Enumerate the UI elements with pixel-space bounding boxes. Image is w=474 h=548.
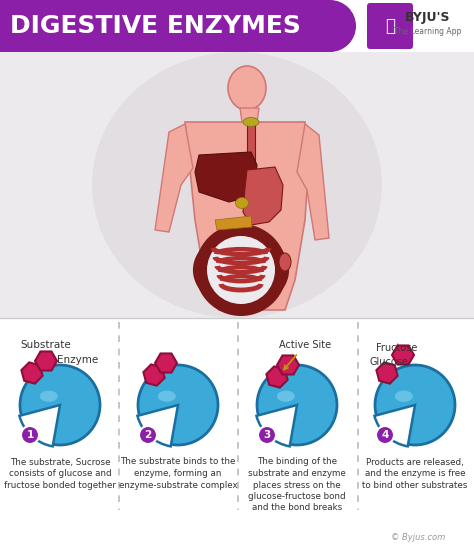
Circle shape [257, 365, 337, 445]
Polygon shape [195, 152, 257, 202]
Polygon shape [376, 362, 398, 384]
Ellipse shape [92, 52, 382, 318]
Circle shape [20, 365, 100, 445]
Polygon shape [155, 124, 193, 232]
Text: glucose-fructose bond: glucose-fructose bond [248, 492, 346, 501]
Text: Substrate: Substrate [21, 340, 72, 350]
Text: places stress on the: places stress on the [253, 481, 341, 489]
Text: and the enzyme is free: and the enzyme is free [365, 469, 465, 478]
Polygon shape [297, 124, 329, 240]
Wedge shape [19, 405, 60, 447]
Polygon shape [21, 362, 43, 384]
Wedge shape [137, 405, 178, 447]
Ellipse shape [40, 391, 58, 402]
Text: substrate and enzyme: substrate and enzyme [248, 469, 346, 478]
Text: The substrate binds to the: The substrate binds to the [120, 458, 236, 466]
Polygon shape [240, 108, 259, 122]
Ellipse shape [236, 197, 248, 208]
Circle shape [139, 426, 157, 444]
Polygon shape [277, 356, 299, 374]
Text: 3: 3 [264, 430, 271, 440]
Text: enzyme-substrate complex: enzyme-substrate complex [118, 481, 237, 489]
Text: 4: 4 [381, 430, 389, 440]
Ellipse shape [277, 391, 295, 402]
Text: consists of glucose and: consists of glucose and [9, 469, 111, 478]
Circle shape [375, 365, 455, 445]
Circle shape [138, 365, 218, 445]
Ellipse shape [395, 391, 413, 402]
Text: DIGESTIVE ENZYMES: DIGESTIVE ENZYMES [9, 14, 301, 38]
Text: The substrate, Sucrose: The substrate, Sucrose [10, 458, 110, 466]
Circle shape [258, 426, 276, 444]
Bar [247, 118, 255, 176]
Text: Products are released,: Products are released, [366, 458, 464, 466]
Text: enzyme, forming an: enzyme, forming an [134, 469, 222, 478]
Polygon shape [392, 345, 414, 364]
Polygon shape [0, 318, 474, 548]
Text: Glucose: Glucose [370, 357, 409, 367]
Polygon shape [266, 367, 288, 387]
Ellipse shape [243, 117, 259, 127]
Circle shape [207, 236, 275, 304]
Polygon shape [243, 167, 283, 225]
Text: to bind other substrates: to bind other substrates [362, 481, 468, 489]
Polygon shape [0, 0, 330, 52]
Text: Enzyme: Enzyme [57, 355, 99, 365]
Text: 1: 1 [27, 430, 34, 440]
Polygon shape [155, 353, 177, 373]
Polygon shape [0, 0, 474, 52]
Text: Active Site: Active Site [279, 340, 331, 369]
Ellipse shape [228, 66, 266, 110]
Polygon shape [185, 122, 309, 310]
Text: 📱: 📱 [385, 17, 395, 35]
Circle shape [376, 426, 394, 444]
Polygon shape [215, 216, 252, 230]
Ellipse shape [158, 391, 176, 402]
Text: The binding of the: The binding of the [257, 458, 337, 466]
Ellipse shape [279, 253, 291, 271]
Text: Fructose: Fructose [376, 343, 418, 353]
Wedge shape [374, 405, 415, 447]
Text: fructose bonded together: fructose bonded together [4, 481, 116, 489]
Polygon shape [35, 351, 57, 370]
Text: The Learning App: The Learning App [394, 27, 462, 37]
Ellipse shape [304, 0, 356, 52]
Circle shape [21, 426, 39, 444]
FancyBboxPatch shape [367, 3, 413, 49]
Text: BYJU'S: BYJU'S [405, 12, 451, 25]
Text: © Byjus.com: © Byjus.com [391, 533, 445, 541]
Text: 2: 2 [145, 430, 152, 440]
Polygon shape [143, 364, 164, 386]
Wedge shape [256, 405, 297, 447]
Text: and the bond breaks: and the bond breaks [252, 504, 342, 512]
